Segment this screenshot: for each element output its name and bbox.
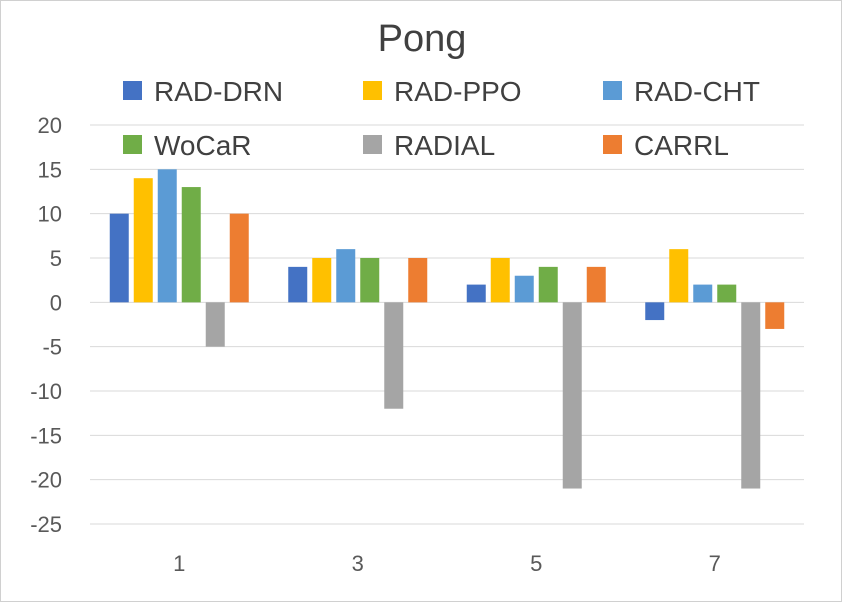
bar-rad-ppo-5 [490,258,510,303]
bar-wocar-3 [360,258,380,303]
bar-carrl-3 [408,258,428,303]
x-tick-label: 7 [709,551,721,576]
y-tick-label: 10 [38,202,62,227]
bar-rad-ppo-3 [312,258,332,303]
y-tick-label: -20 [30,468,62,493]
legend: RAD-DRN RAD-PPO RAD-CHT WoCaR RADIAL CARRL [123,76,760,161]
y-tick-label: 15 [38,157,62,182]
legend-swatch-rad-ppo [363,81,382,100]
bar-rad-drn-7 [645,302,665,321]
bar-radial-5 [562,302,582,489]
legend-swatch-rad-drn [123,81,142,100]
legend-label-wocar: WoCaR [154,130,252,161]
y-tick-label: 0 [50,290,62,315]
y-tick-label: 5 [50,246,62,271]
legend-swatch-carrl [603,135,622,154]
y-tick-label: -25 [30,512,62,537]
bar-rad-cht-1 [157,169,177,303]
y-tick-label: -15 [30,423,62,448]
bar-carrl-5 [586,266,606,303]
bar-rad-ppo-7 [669,249,689,303]
y-axis: 20 15 10 5 0 -5 -10 -15 -20 -25 [30,113,62,537]
legend-label-rad-ppo: RAD-PPO [394,76,522,107]
bar-carrl-1 [229,213,249,303]
x-tick-label: 5 [530,551,542,576]
y-tick-label: 20 [38,113,62,138]
legend-swatch-radial [363,135,382,154]
legend-label-rad-cht: RAD-CHT [634,76,760,107]
x-tick-label: 1 [173,551,185,576]
legend-label-rad-drn: RAD-DRN [154,76,283,107]
bar-wocar-1 [181,187,201,303]
chart-title: Pong [378,18,467,60]
bar-wocar-7 [717,284,737,303]
bar-rad-cht-5 [514,275,534,303]
bar-radial-1 [205,302,225,347]
x-tick-label: 3 [352,551,364,576]
bar-wocar-5 [538,266,558,303]
y-tick-label: -5 [42,335,62,360]
bar-rad-drn-3 [288,266,308,303]
bar-carrl-7 [765,302,785,329]
bar-rad-cht-7 [693,284,713,303]
bars [109,169,785,489]
y-tick-label: -10 [30,379,62,404]
legend-label-radial: RADIAL [394,130,495,161]
gridlines [90,124,804,525]
bar-rad-drn-1 [109,213,129,303]
bar-rad-cht-3 [336,249,356,303]
bar-rad-drn-5 [466,284,486,303]
legend-swatch-wocar [123,135,142,154]
bar-radial-3 [384,302,404,409]
bar-rad-ppo-1 [133,178,153,303]
x-axis: 1 3 5 7 [173,551,721,576]
bar-radial-7 [741,302,761,489]
legend-swatch-rad-cht [603,81,622,100]
legend-label-carrl: CARRL [634,130,729,161]
